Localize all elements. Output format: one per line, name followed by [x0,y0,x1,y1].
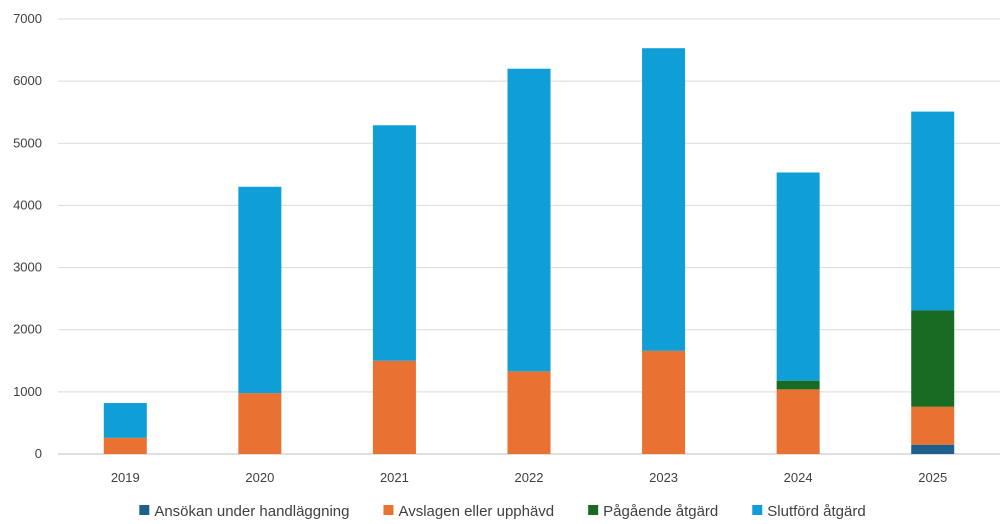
y-tick-label: 5000 [13,135,42,150]
bar-segment-2025-1 [911,406,955,445]
x-tick-label: 2022 [515,470,544,485]
bar-segment-2024-3 [776,172,820,381]
legend-swatch [383,505,394,515]
bar-segment-2024-1 [776,389,820,454]
bar-segment-2025-2 [911,310,955,407]
legend-swatch [588,505,599,515]
y-tick-label: 2000 [13,322,42,337]
x-tick-label: 2021 [380,470,409,485]
bar-segment-2023-1 [642,350,686,454]
legend-label: Pågående åtgärd [603,503,718,520]
legend-item: Avslagen eller upphävd [383,503,554,520]
legend-item: Ansökan under handläggning [139,503,349,520]
x-tick-label: 2020 [245,470,274,485]
x-tick-label: 2019 [111,470,140,485]
bar-segment-2020-3 [238,186,282,394]
y-tick-label: 6000 [13,73,42,88]
legend-item: Pågående åtgärd [588,503,718,520]
bar-segment-2024-2 [776,380,820,390]
y-tick-label: 4000 [13,197,42,212]
bar-segment-2022-1 [507,371,551,454]
legend-swatch [752,505,763,515]
bar-segment-2019-1 [103,437,147,454]
legend-item: Slutförd åtgärd [752,503,866,520]
bars [103,48,955,454]
y-tick-label: 7000 [13,11,42,26]
legend-swatch [139,505,150,515]
x-tick-label: 2024 [784,470,813,485]
bar-segment-2025-0 [911,444,955,454]
bar-segment-2019-3 [103,403,147,438]
bar-segment-2020-1 [238,393,282,454]
bar-segment-2022-3 [507,68,551,372]
legend-label: Ansökan under handläggning [154,503,349,520]
y-axis: 0 1000 2000 3000 4000 5000 6000 7000 [13,11,42,461]
y-tick-label: 1000 [13,384,42,399]
x-axis: 2019 2020 2021 2022 2023 2024 2025 [111,470,947,485]
bar-segment-2021-3 [372,125,416,361]
x-tick-label: 2023 [649,470,678,485]
legend: Ansökan under handläggning Avslagen eller… [139,503,866,520]
bar-segment-2023-3 [642,48,686,351]
x-tick-label: 2025 [918,470,947,485]
y-tick-label: 0 [35,446,42,461]
bar-segment-2021-1 [372,360,416,454]
bar-segment-2025-3 [911,111,955,311]
y-tick-label: 3000 [13,260,42,275]
legend-label: Slutförd åtgärd [767,503,865,520]
legend-label: Avslagen eller upphävd [398,503,554,520]
